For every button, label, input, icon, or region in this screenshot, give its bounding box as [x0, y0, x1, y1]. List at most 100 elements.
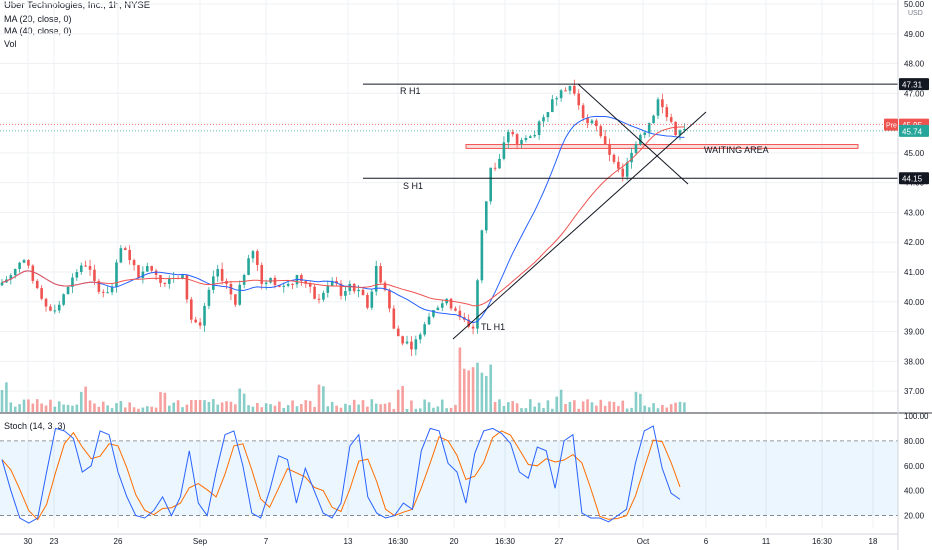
time-tick-label: 16:30: [388, 537, 409, 546]
volume-bar: [128, 402, 131, 412]
volume-bar: [0, 390, 4, 412]
candle-body: [643, 132, 647, 136]
support-label: S H1: [403, 181, 423, 191]
candle-body: [212, 276, 215, 290]
volume-bar: [467, 370, 470, 412]
volume-bar: [27, 399, 30, 412]
candle-body: [379, 266, 382, 283]
candle-body: [286, 283, 290, 286]
stoch-legend[interactable]: Stoch (14, 3, 3): [4, 421, 66, 431]
price-tick-label: 40.00: [904, 298, 925, 307]
candle-body: [84, 265, 87, 267]
legend-ma20[interactable]: MA (20, close, 0): [4, 13, 72, 24]
zone-label: WAITING AREA: [704, 145, 769, 155]
candle-body: [480, 230, 484, 281]
time-tick-label: 13: [344, 537, 353, 546]
legend-ma40[interactable]: MA (40, close, 0): [4, 26, 72, 36]
volume-bar: [555, 396, 559, 412]
volume-bar: [511, 401, 515, 412]
volume-bar: [617, 406, 620, 412]
legend-vol[interactable]: Vol: [4, 38, 17, 49]
volume-bar: [392, 408, 396, 412]
volume-bar: [317, 384, 321, 412]
candle-body: [656, 99, 660, 116]
volume-bar: [669, 404, 673, 412]
candle-body: [458, 310, 462, 318]
candle-body: [242, 274, 246, 285]
candle-body: [115, 262, 118, 287]
waiting-zone: [465, 144, 859, 149]
candle-body: [154, 270, 158, 275]
candle-body: [308, 283, 312, 287]
volume-bar: [207, 401, 211, 412]
time-tick-label: 7: [264, 537, 269, 546]
candle-body: [163, 282, 167, 284]
candle-body: [220, 269, 224, 281]
time-tick-label: 30: [24, 537, 33, 546]
volume-bar: [225, 401, 228, 412]
candle-body: [313, 286, 316, 299]
candle-body: [454, 308, 457, 311]
volume-bar: [278, 401, 281, 412]
volume-bar: [683, 402, 686, 412]
candle-body: [123, 248, 127, 251]
candle-body: [247, 258, 250, 275]
candle-body: [238, 284, 242, 305]
candle-body: [357, 289, 360, 292]
volume-bar: [330, 401, 334, 412]
volume-bar: [493, 401, 497, 412]
ma40-line: [1, 126, 685, 307]
candle-body: [330, 280, 334, 286]
currency-label: USD: [908, 10, 923, 17]
volume-bar: [62, 404, 65, 412]
candle-body: [194, 319, 198, 323]
candle-body: [203, 305, 206, 326]
candle-body: [590, 120, 594, 124]
candle-body: [537, 121, 541, 136]
volume-bar: [194, 400, 198, 412]
downtrend-line: [577, 83, 689, 185]
candle-body: [269, 277, 272, 283]
volume-bar: [79, 391, 83, 412]
time-tick-label: 16:30: [495, 537, 516, 546]
candle-body: [326, 285, 330, 293]
candle-body: [31, 265, 35, 281]
volume-bar: [573, 400, 576, 412]
candle-body: [79, 265, 83, 272]
candle-body: [665, 107, 669, 118]
stoch-tick-label: 20.00: [904, 512, 925, 521]
volume-bar: [335, 405, 338, 412]
volume-bar: [163, 392, 167, 412]
volume-bar: [106, 405, 109, 412]
candle-body: [150, 266, 153, 271]
volume-bar: [308, 400, 312, 412]
candle-body: [167, 278, 171, 284]
volume-bar: [84, 386, 87, 412]
volume-bar: [542, 408, 545, 412]
trendline-label: TL H1: [481, 322, 505, 332]
volume-bar: [471, 367, 475, 412]
volume-bar: [546, 400, 550, 412]
volume-bar: [172, 402, 176, 412]
price-tick-label: 45.00: [904, 149, 925, 158]
volume-bar: [388, 402, 391, 412]
volume-bar: [379, 404, 382, 412]
volume-bar: [198, 399, 202, 412]
candle-body: [110, 286, 114, 293]
candles: [0, 79, 686, 356]
candle-body: [339, 283, 343, 296]
volume-bar: [476, 362, 479, 412]
price-tick-label: 48.00: [904, 60, 925, 69]
candle-body: [22, 260, 26, 263]
stoch-tick-label: 40.00: [904, 487, 925, 496]
candle-body: [586, 118, 589, 124]
candle-body: [661, 99, 664, 108]
candle-body: [612, 154, 616, 162]
volume-bar: [344, 403, 347, 412]
volume-bar: [348, 405, 352, 412]
candle-body: [440, 303, 444, 308]
price-badge-label: 44.15: [902, 175, 923, 184]
volume-bar: [454, 404, 457, 412]
volume-bar: [31, 403, 35, 412]
